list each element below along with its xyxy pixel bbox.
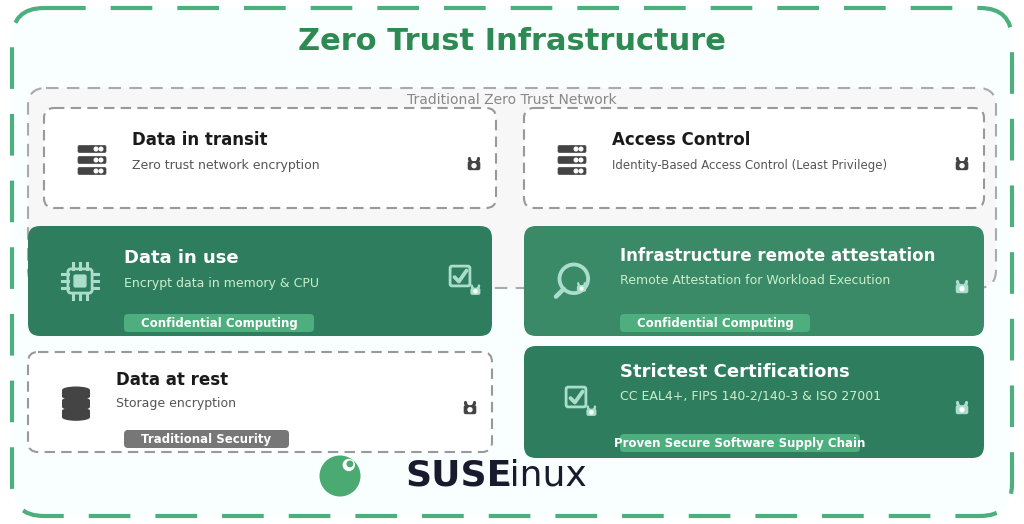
Text: Infrastructure remote attestation: Infrastructure remote attestation	[620, 247, 935, 265]
FancyBboxPatch shape	[955, 405, 969, 414]
Text: Zero trust network encryption: Zero trust network encryption	[132, 158, 319, 171]
FancyBboxPatch shape	[524, 108, 984, 208]
Ellipse shape	[62, 403, 90, 410]
Circle shape	[472, 163, 476, 168]
Circle shape	[99, 169, 102, 173]
Bar	[62, 390, 90, 397]
Text: Storage encryption: Storage encryption	[116, 398, 236, 410]
Circle shape	[94, 158, 98, 162]
FancyBboxPatch shape	[620, 434, 860, 452]
Circle shape	[580, 147, 583, 151]
Circle shape	[468, 408, 472, 412]
Circle shape	[347, 461, 352, 467]
Bar	[62, 400, 90, 407]
FancyBboxPatch shape	[577, 285, 586, 292]
Text: Encrypt data in memory & CPU: Encrypt data in memory & CPU	[124, 277, 319, 289]
Ellipse shape	[62, 414, 90, 421]
Text: Confidential Computing: Confidential Computing	[637, 316, 794, 330]
Circle shape	[961, 408, 964, 412]
FancyBboxPatch shape	[558, 168, 586, 174]
FancyBboxPatch shape	[78, 157, 106, 163]
FancyBboxPatch shape	[28, 88, 996, 288]
Circle shape	[94, 169, 98, 173]
FancyBboxPatch shape	[558, 146, 586, 152]
Circle shape	[474, 290, 477, 293]
Circle shape	[99, 158, 102, 162]
Text: SUSE: SUSE	[406, 459, 511, 493]
FancyBboxPatch shape	[470, 288, 480, 295]
Text: Remote Attestation for Workload Execution: Remote Attestation for Workload Executio…	[620, 275, 890, 288]
Ellipse shape	[62, 397, 90, 404]
Circle shape	[94, 147, 98, 151]
Circle shape	[574, 147, 578, 151]
Circle shape	[574, 169, 578, 173]
Text: Identity-Based Access Control (Least Privilege): Identity-Based Access Control (Least Pri…	[612, 158, 887, 171]
Circle shape	[580, 169, 583, 173]
Ellipse shape	[62, 393, 90, 400]
Text: Access Control: Access Control	[612, 131, 751, 149]
FancyBboxPatch shape	[587, 409, 596, 416]
FancyBboxPatch shape	[74, 275, 87, 288]
FancyBboxPatch shape	[124, 314, 314, 332]
Text: Strictest Certifications: Strictest Certifications	[620, 363, 850, 381]
Circle shape	[99, 147, 102, 151]
Ellipse shape	[62, 407, 90, 414]
FancyBboxPatch shape	[78, 146, 106, 152]
FancyBboxPatch shape	[78, 168, 106, 174]
Text: Data at rest: Data at rest	[116, 371, 228, 389]
Circle shape	[580, 287, 583, 290]
Text: Proven Secure Software Supply Chain: Proven Secure Software Supply Chain	[614, 436, 865, 450]
Ellipse shape	[62, 387, 90, 394]
FancyBboxPatch shape	[468, 161, 480, 170]
Bar	[62, 411, 90, 417]
FancyBboxPatch shape	[620, 314, 810, 332]
Circle shape	[961, 287, 964, 291]
Text: Traditional Zero Trust Network: Traditional Zero Trust Network	[408, 93, 616, 107]
FancyBboxPatch shape	[12, 8, 1012, 516]
Circle shape	[343, 460, 354, 471]
FancyBboxPatch shape	[955, 161, 969, 170]
Text: Data in use: Data in use	[124, 249, 239, 267]
Circle shape	[590, 411, 593, 414]
FancyBboxPatch shape	[28, 226, 492, 336]
FancyBboxPatch shape	[955, 284, 969, 293]
FancyBboxPatch shape	[524, 346, 984, 458]
Circle shape	[961, 163, 964, 168]
FancyBboxPatch shape	[558, 157, 586, 163]
Circle shape	[574, 158, 578, 162]
Text: Linux: Linux	[478, 459, 587, 493]
FancyBboxPatch shape	[28, 352, 492, 452]
FancyBboxPatch shape	[524, 226, 984, 336]
FancyBboxPatch shape	[44, 108, 496, 208]
Text: Zero Trust Infrastructure: Zero Trust Infrastructure	[298, 27, 726, 57]
Text: Traditional Security: Traditional Security	[141, 432, 271, 445]
Circle shape	[580, 158, 583, 162]
Text: Data in transit: Data in transit	[132, 131, 267, 149]
Text: Confidential Computing: Confidential Computing	[140, 316, 297, 330]
FancyBboxPatch shape	[464, 405, 476, 414]
FancyBboxPatch shape	[124, 430, 289, 448]
Circle shape	[321, 456, 359, 496]
Text: CC EAL4+, FIPS 140-2/140-3 & ISO 27001: CC EAL4+, FIPS 140-2/140-3 & ISO 27001	[620, 389, 881, 402]
